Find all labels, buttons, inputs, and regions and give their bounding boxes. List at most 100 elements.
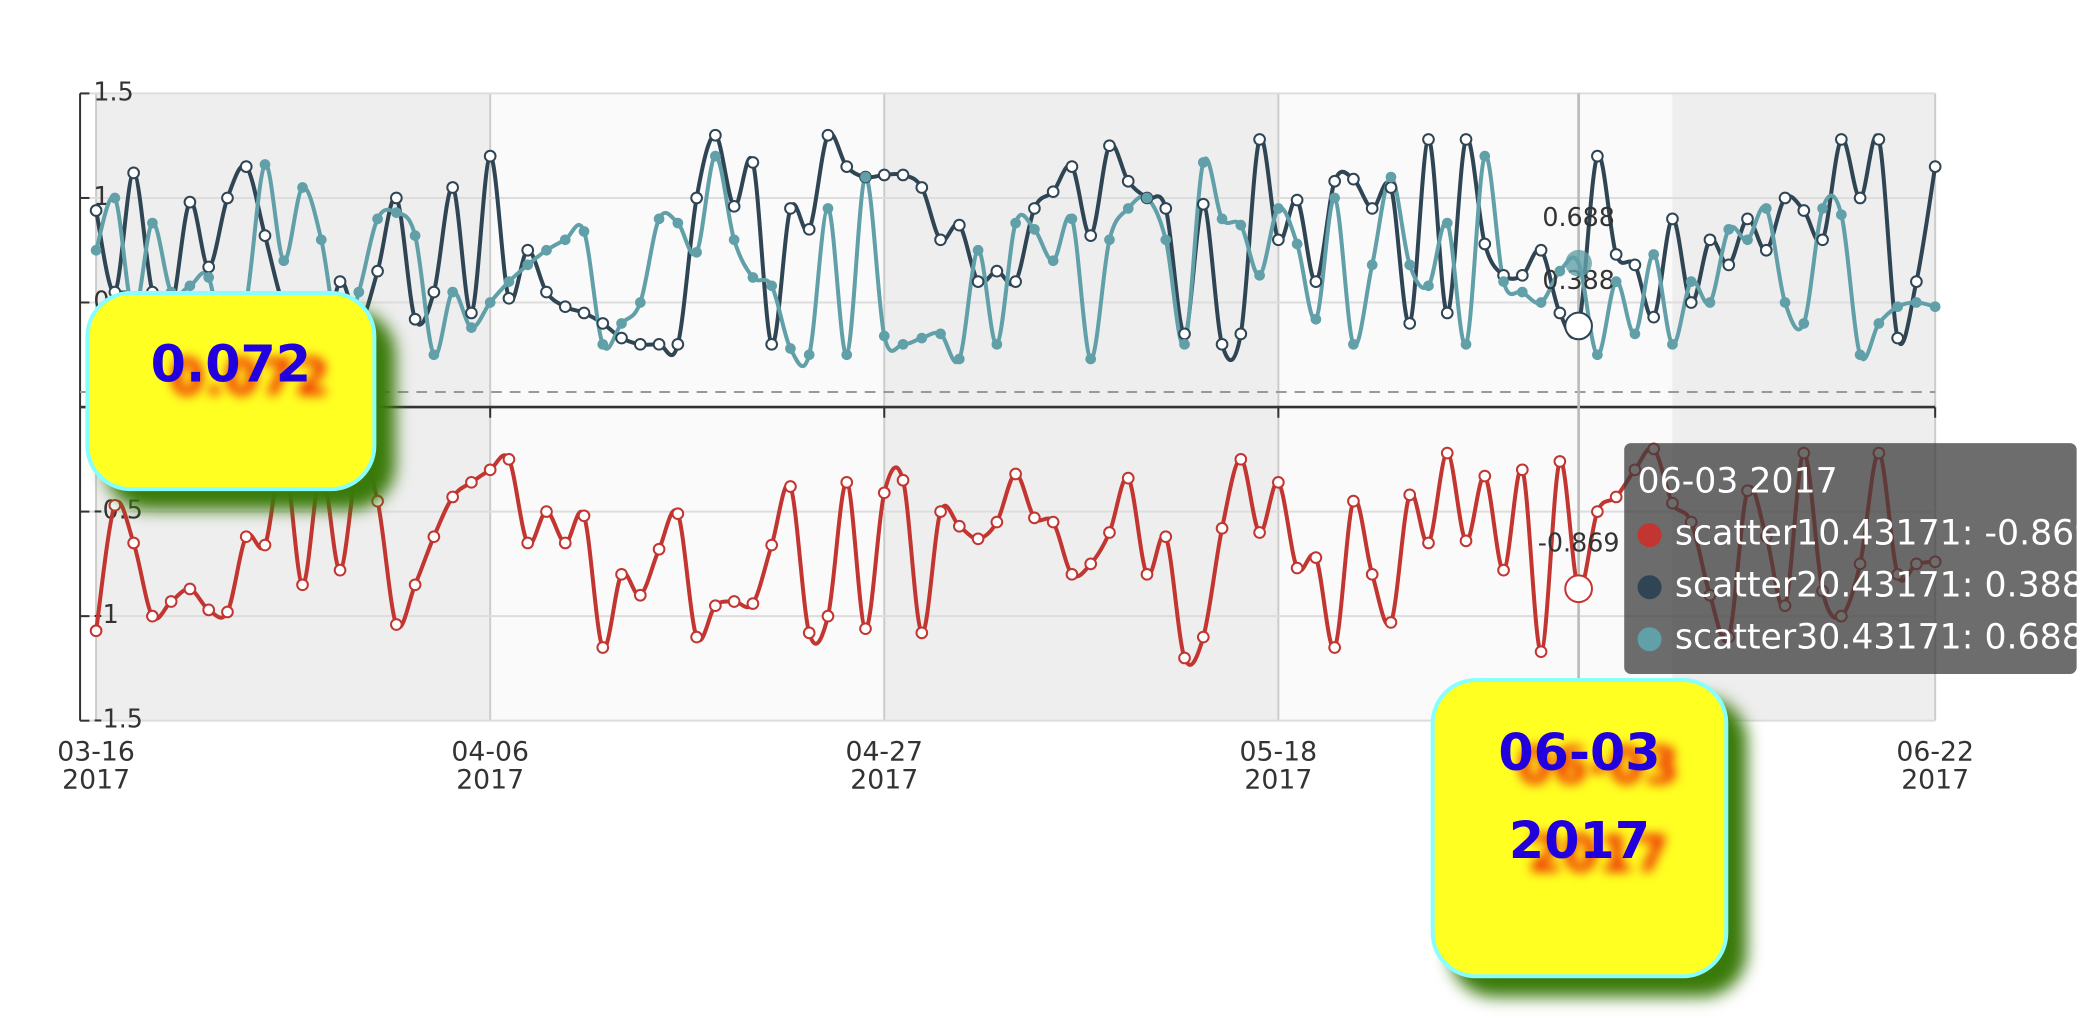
point [765, 538, 779, 552]
point [1254, 269, 1265, 281]
point [1178, 327, 1191, 341]
point [1704, 297, 1716, 308]
point [1872, 133, 1886, 146]
point [1873, 318, 1885, 329]
point [652, 337, 666, 351]
point [746, 597, 760, 610]
y-tick-label: 1 [93, 181, 109, 211]
point [709, 599, 722, 613]
point [766, 280, 778, 292]
point [822, 203, 834, 214]
point [1328, 641, 1341, 654]
point [1216, 213, 1228, 225]
point [1798, 318, 1810, 329]
point [558, 300, 572, 314]
point [90, 244, 102, 256]
point [578, 226, 590, 237]
point [821, 609, 835, 623]
point [1553, 455, 1567, 468]
point [971, 275, 985, 288]
point [859, 622, 872, 636]
point [1028, 202, 1041, 215]
point [408, 578, 422, 592]
point [691, 246, 702, 258]
point [1591, 149, 1604, 163]
point [127, 166, 140, 180]
point [1234, 327, 1248, 341]
point [333, 563, 347, 577]
point-label: 0.688 [1542, 202, 1615, 232]
point [1422, 133, 1435, 146]
point [1592, 349, 1603, 361]
point [710, 150, 721, 162]
point [803, 349, 815, 361]
split-area [1278, 407, 1673, 721]
point [1478, 469, 1492, 483]
point [202, 603, 216, 617]
tooltip-value: 0.688 [1984, 617, 2082, 658]
point [1534, 645, 1548, 659]
tooltip-name: scatter20.43171 [1675, 566, 1985, 606]
point [1564, 574, 1593, 604]
point [1272, 475, 1285, 489]
point [935, 328, 946, 340]
tooltip-name: scatter30.43171 [1675, 618, 1985, 658]
y-tick-label: 1.5 [93, 76, 133, 106]
point [147, 217, 158, 229]
point [1741, 212, 1754, 226]
point [353, 286, 365, 298]
point [1028, 511, 1041, 525]
point [203, 272, 215, 283]
split-area [884, 407, 1279, 721]
point [1365, 202, 1379, 215]
point [183, 195, 197, 209]
point [109, 192, 121, 204]
point [877, 168, 891, 182]
point [258, 229, 272, 242]
point [447, 286, 458, 298]
point [466, 322, 477, 333]
tooltip-row: scatter30.431710.688 [1637, 613, 2082, 665]
x-tick-label: 05-18 2017 [1239, 735, 1318, 796]
point [503, 276, 515, 287]
point [146, 609, 159, 623]
point [916, 332, 928, 344]
point [1010, 217, 1021, 229]
point [1253, 526, 1266, 539]
point [371, 494, 384, 508]
point [1365, 567, 1379, 581]
point [446, 490, 459, 504]
point [821, 128, 835, 142]
point [521, 536, 535, 550]
point [1273, 203, 1284, 214]
point [428, 349, 440, 361]
point [990, 515, 1004, 529]
point [1104, 234, 1115, 246]
point [784, 480, 797, 493]
point [1253, 133, 1266, 146]
point [897, 338, 909, 350]
point [1423, 280, 1434, 292]
point [465, 306, 478, 320]
point [953, 353, 965, 365]
point [1515, 268, 1529, 282]
point [278, 255, 290, 267]
point [183, 582, 197, 596]
tooltip-value: 0.388 [1984, 565, 2082, 606]
point [296, 578, 309, 592]
point [616, 318, 627, 329]
point [1929, 301, 1941, 313]
point [596, 317, 610, 330]
tooltip-title: 06-03 2017 [1637, 461, 1838, 502]
point [1460, 338, 1472, 350]
point [390, 191, 403, 205]
point [1328, 174, 1341, 188]
point [1703, 233, 1717, 247]
point [1911, 297, 1922, 308]
tooltip: 06-03 2017 scatter10.43171-0.869 scatter… [1624, 443, 2082, 674]
point [633, 337, 647, 351]
point [1778, 191, 1792, 205]
point [1329, 192, 1340, 204]
